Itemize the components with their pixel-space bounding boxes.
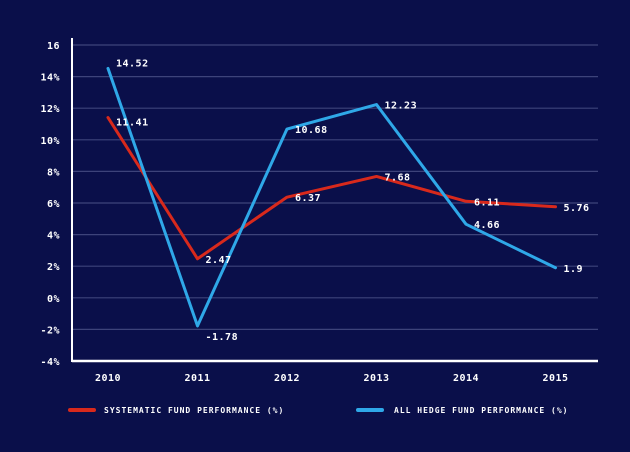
grid-lines <box>72 44 598 330</box>
data-label: 2.47 <box>206 255 232 266</box>
y-tick-label: 10% <box>40 136 60 147</box>
legend-label: SYSTEMATIC FUND PERFORMANCE (%) <box>104 406 284 415</box>
y-tick-label: 16 <box>47 41 60 52</box>
y-tick-label: -4% <box>40 357 60 368</box>
series-line-systematic <box>106 116 557 261</box>
y-tick-label: 4% <box>47 231 60 242</box>
data-label: 12.23 <box>385 101 418 112</box>
axes <box>71 38 598 363</box>
y-tick-label: 14% <box>40 73 60 84</box>
y-tick-label: 8% <box>47 167 60 178</box>
data-label: 4.66 <box>474 220 500 231</box>
y-tick-label: 2% <box>47 262 60 273</box>
x-tick-label: 2010 <box>95 373 121 384</box>
data-label: 6.11 <box>474 197 500 208</box>
data-label: 5.76 <box>564 203 590 214</box>
data-label: 11.41 <box>116 118 149 129</box>
series-line-all-hedge <box>106 66 557 328</box>
legend-label: ALL HEDGE FUND PERFORMANCE (%) <box>394 406 569 415</box>
data-label: 10.68 <box>295 125 328 136</box>
y-tick-label: 12% <box>40 104 60 115</box>
data-label: 1.9 <box>564 264 584 275</box>
data-label: 7.68 <box>385 172 411 183</box>
x-tick-label: 2012 <box>274 373 300 384</box>
y-tick-label: -2% <box>40 325 60 336</box>
legend: SYSTEMATIC FUND PERFORMANCE (%) ALL HEDGE… <box>68 406 569 415</box>
data-labels: 11.41 2.47 6.37 7.68 6.11 5.76 14.52 -1.78 10.68… <box>116 58 590 343</box>
data-label: 6.37 <box>295 193 321 204</box>
x-tick-label: 2015 <box>542 373 568 384</box>
y-tick-label: 6% <box>47 199 60 210</box>
y-axis-ticks: 16 14% 12% 10% 8% 6% 4% 2% 0% -2% -4% <box>40 41 60 368</box>
x-axis-ticks: 2010 2011 2012 2013 2014 2015 <box>95 373 568 384</box>
x-tick-label: 2014 <box>453 373 479 384</box>
series-lines <box>106 66 557 328</box>
data-label: 14.52 <box>116 58 149 69</box>
x-tick-label: 2011 <box>184 373 210 384</box>
y-tick-label: 0% <box>47 294 60 305</box>
x-tick-label: 2013 <box>363 373 389 384</box>
data-label: -1.78 <box>206 332 239 343</box>
